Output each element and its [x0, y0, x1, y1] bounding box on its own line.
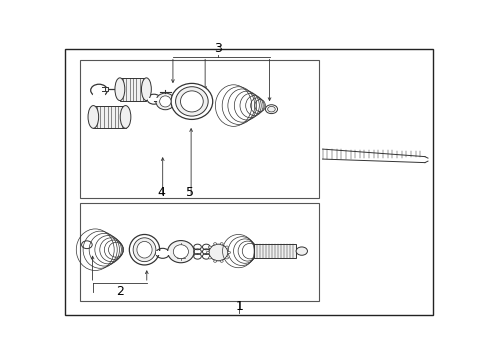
Circle shape — [220, 243, 223, 245]
Bar — [80, 203, 318, 301]
Bar — [156, 251, 169, 255]
Ellipse shape — [175, 87, 208, 116]
Ellipse shape — [120, 105, 131, 128]
Ellipse shape — [133, 238, 156, 262]
Ellipse shape — [88, 105, 99, 128]
Bar — [120, 78, 146, 100]
Text: 1: 1 — [235, 300, 243, 312]
Circle shape — [220, 260, 223, 262]
Circle shape — [296, 247, 307, 255]
Ellipse shape — [129, 234, 159, 265]
Ellipse shape — [167, 240, 194, 263]
Circle shape — [225, 246, 228, 248]
Circle shape — [213, 260, 216, 262]
Circle shape — [208, 246, 211, 248]
Bar — [104, 87, 108, 91]
Bar — [93, 105, 125, 128]
Ellipse shape — [137, 242, 152, 258]
Bar — [147, 98, 161, 100]
Ellipse shape — [115, 78, 124, 100]
Circle shape — [225, 257, 228, 259]
Bar — [253, 244, 296, 258]
Circle shape — [208, 257, 211, 259]
Circle shape — [227, 251, 230, 253]
Text: 4: 4 — [157, 186, 165, 199]
Text: 2: 2 — [116, 285, 123, 298]
Ellipse shape — [141, 78, 151, 100]
Ellipse shape — [156, 93, 175, 110]
Ellipse shape — [208, 244, 227, 261]
Ellipse shape — [171, 84, 212, 120]
Ellipse shape — [173, 245, 188, 258]
Bar — [80, 60, 318, 198]
Text: 5: 5 — [185, 186, 194, 199]
Bar — [93, 94, 104, 97]
Ellipse shape — [159, 96, 171, 107]
Text: 3: 3 — [214, 42, 222, 55]
Circle shape — [206, 251, 209, 253]
Circle shape — [213, 243, 216, 245]
Circle shape — [267, 107, 275, 112]
Ellipse shape — [180, 91, 203, 112]
